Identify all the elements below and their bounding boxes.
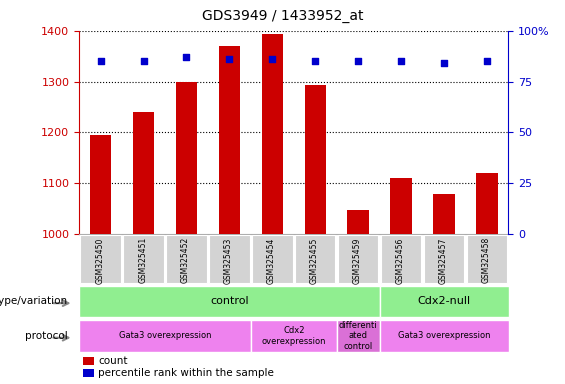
Text: GSM325455: GSM325455 (310, 237, 319, 284)
Text: GSM325456: GSM325456 (396, 237, 405, 284)
Text: GSM325453: GSM325453 (224, 237, 233, 284)
Bar (84, 369, 94, 377)
Bar (476, 173, 498, 234)
Bar (380, 320, 508, 352)
Bar (380, 286, 508, 317)
Bar (133, 112, 154, 234)
Bar (262, 34, 283, 234)
Text: GDS3949 / 1433952_at: GDS3949 / 1433952_at (202, 9, 363, 23)
Text: percentile rank within the sample: percentile rank within the sample (98, 368, 274, 379)
Bar (166, 235, 207, 283)
Text: differenti
ated
control: differenti ated control (339, 321, 377, 351)
Point (225, 56, 234, 62)
Bar (84, 357, 94, 366)
Bar (305, 85, 326, 234)
Bar (80, 235, 121, 283)
Bar (433, 194, 455, 234)
Text: protocol: protocol (25, 331, 68, 341)
Bar (295, 235, 336, 283)
Bar (467, 235, 507, 283)
Point (139, 58, 148, 65)
Point (483, 58, 492, 65)
Text: control: control (210, 296, 249, 306)
Bar (347, 210, 369, 234)
Bar (176, 82, 197, 234)
Text: Gata3 overexpression: Gata3 overexpression (398, 331, 490, 341)
Text: GSM325451: GSM325451 (138, 237, 147, 283)
Bar (90, 135, 111, 234)
Text: Cdx2
overexpression: Cdx2 overexpression (262, 326, 326, 346)
Text: genotype/variation: genotype/variation (0, 296, 68, 306)
Bar (424, 235, 464, 283)
Bar (381, 235, 421, 283)
Text: Gata3 overexpression: Gata3 overexpression (119, 331, 211, 341)
Bar (219, 46, 240, 234)
Text: GSM325459: GSM325459 (353, 237, 362, 284)
Text: GSM325450: GSM325450 (95, 237, 104, 284)
Text: GSM325458: GSM325458 (482, 237, 490, 283)
Point (440, 60, 449, 66)
Text: count: count (98, 356, 128, 366)
Text: GSM325454: GSM325454 (267, 237, 276, 284)
Point (397, 58, 406, 65)
Point (96, 58, 105, 65)
Text: GSM325457: GSM325457 (439, 237, 447, 284)
Bar (79, 286, 380, 317)
Point (268, 56, 277, 62)
Bar (337, 320, 380, 352)
Bar (338, 235, 379, 283)
Text: GSM325452: GSM325452 (181, 237, 190, 283)
Bar (251, 320, 337, 352)
Point (354, 58, 363, 65)
Text: Cdx2-null: Cdx2-null (418, 296, 471, 306)
Point (182, 54, 191, 60)
Bar (209, 235, 250, 283)
Bar (123, 235, 164, 283)
Bar (252, 235, 293, 283)
Bar (390, 178, 412, 234)
Point (311, 58, 320, 65)
Bar (79, 320, 251, 352)
